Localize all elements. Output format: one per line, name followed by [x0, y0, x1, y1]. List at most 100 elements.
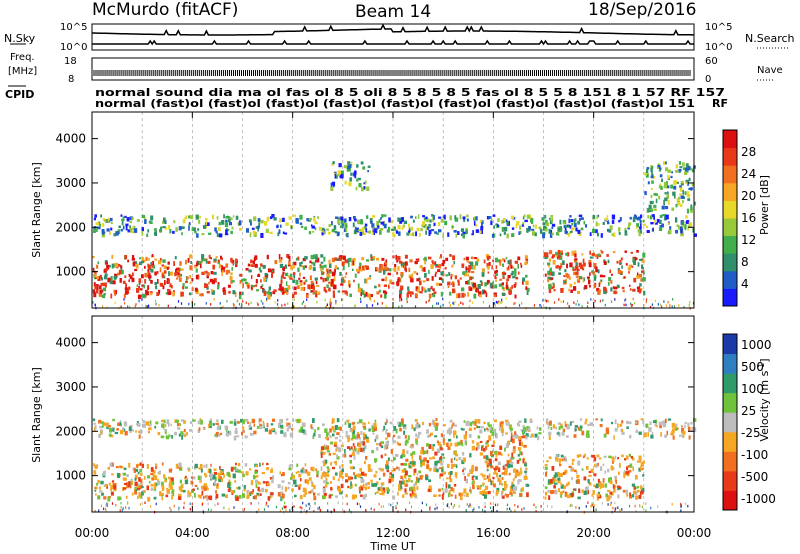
range-cell: [397, 256, 401, 261]
noise-cell: [358, 502, 360, 506]
noise-cell: [378, 502, 380, 506]
noise-cell: [106, 502, 108, 506]
range-cell: [246, 495, 249, 500]
range-cell: [402, 224, 405, 228]
noise-cell: [354, 304, 357, 307]
range-cell: [603, 433, 607, 438]
range-cell: [564, 230, 567, 234]
range-cell: [95, 493, 97, 496]
range-cell: [380, 468, 384, 472]
range-cell: [203, 271, 208, 274]
range-cell: [186, 276, 189, 280]
range-cell: [682, 189, 684, 195]
range-cell: [155, 421, 159, 425]
range-cell: [120, 265, 123, 269]
range-cell: [262, 420, 265, 424]
range-cell: [654, 220, 656, 224]
range-cell: [532, 231, 536, 236]
range-cell: [548, 250, 553, 255]
range-cell: [577, 291, 581, 294]
range-cell: [585, 224, 588, 228]
freq-tick-bottom: 8: [68, 74, 74, 85]
range-cell: [458, 457, 462, 461]
range-cell: [411, 486, 415, 491]
noise-cell: [191, 502, 193, 506]
range-cell: [280, 424, 284, 428]
noise-cell: [452, 506, 455, 509]
range-cell: [475, 223, 478, 227]
range-cell: [438, 277, 442, 280]
range-cell: [269, 477, 273, 480]
noise-cell: [266, 297, 268, 301]
range-cell: [119, 429, 124, 435]
noise-cell: [285, 505, 287, 508]
range-cell: [131, 272, 134, 277]
range-cell: [572, 467, 575, 470]
range-cell: [351, 452, 355, 456]
range-cell: [666, 430, 669, 436]
range-cell: [566, 263, 568, 269]
range-cell: [362, 422, 366, 426]
range-cell: [236, 259, 238, 264]
range-cell: [106, 422, 109, 427]
noise-cell: [506, 503, 509, 507]
range-cell: [636, 460, 641, 463]
range-cell: [453, 484, 457, 487]
noise-cell: [540, 505, 542, 508]
noise-cell: [470, 504, 472, 508]
range-cell: [576, 269, 580, 272]
noise-cell: [573, 301, 575, 304]
range-cell: [241, 278, 244, 283]
range-cell: [481, 490, 485, 496]
range-cell: [111, 473, 114, 476]
noise-cell: [585, 505, 587, 508]
range-cell: [504, 493, 507, 496]
range-cell: [551, 256, 554, 259]
range-cell: [635, 215, 638, 220]
noise-cell: [509, 507, 511, 510]
range-cell: [623, 276, 626, 279]
range-cell: [203, 472, 207, 476]
range-cell: [390, 449, 393, 454]
range-cell: [280, 491, 284, 495]
range-cell: [523, 214, 526, 218]
range-cell: [690, 167, 693, 171]
range-cell: [404, 261, 408, 266]
noise-search-trace: [92, 39, 694, 46]
range-cell: [597, 495, 602, 499]
range-cell: [365, 278, 368, 284]
range-cell: [506, 494, 510, 498]
range-cell: [360, 494, 363, 497]
range-cell: [134, 261, 138, 264]
station-title: McMurdo (fitACF): [92, 0, 238, 20]
range-cell: [623, 475, 626, 479]
range-cell: [449, 215, 452, 221]
range-cell: [104, 483, 108, 487]
range-cell: [599, 424, 603, 428]
range-cell: [177, 422, 180, 427]
range-cell: [558, 272, 562, 275]
range-cell: [238, 486, 241, 490]
range-cell: [349, 486, 352, 489]
range-cell: [504, 226, 508, 232]
range-cell: [675, 217, 678, 223]
range-cell: [128, 481, 131, 486]
range-cell: [525, 274, 528, 278]
range-cell: [660, 186, 663, 190]
range-cell: [519, 225, 521, 230]
range-cell: [598, 457, 602, 460]
range-cell: [441, 487, 444, 491]
range-cell: [197, 494, 201, 498]
range-cell: [483, 478, 487, 481]
range-cell: [225, 216, 228, 219]
range-cell: [449, 471, 453, 475]
range-cell: [583, 476, 587, 481]
range-cell: [560, 494, 563, 498]
noise-cell: [319, 509, 322, 512]
noise-cell: [305, 504, 307, 507]
range-cell: [304, 256, 308, 260]
range-cell: [512, 478, 515, 481]
range-cell: [124, 431, 128, 436]
range-cell: [246, 489, 250, 493]
range-cell: [560, 226, 562, 229]
